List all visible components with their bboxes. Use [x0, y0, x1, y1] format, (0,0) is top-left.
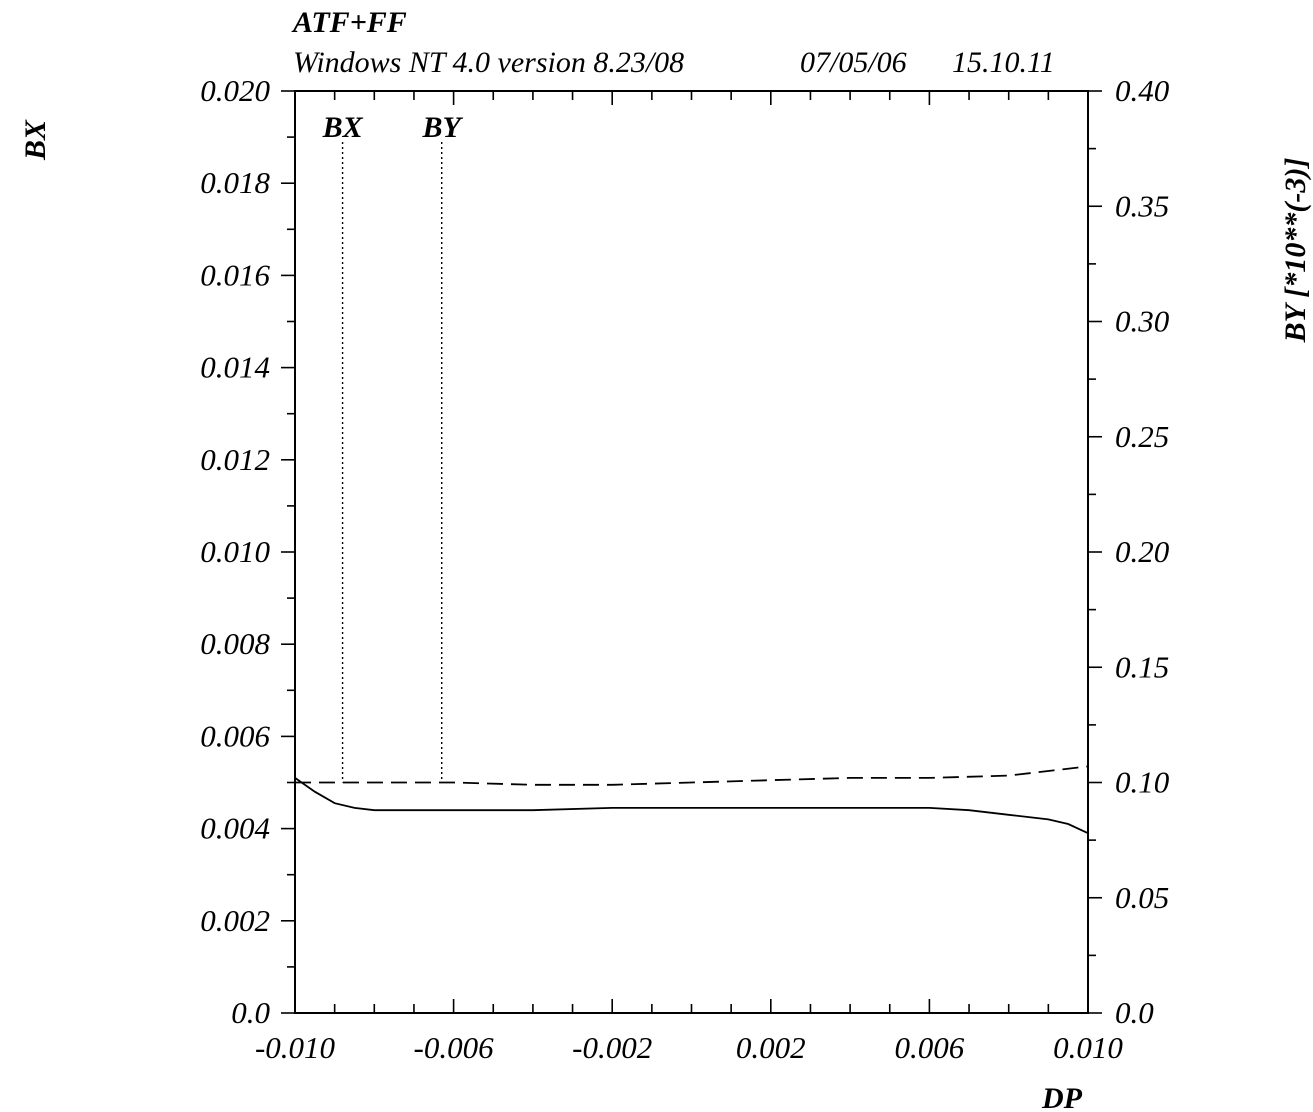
x-tick-label: 0.006	[895, 1030, 965, 1065]
marker-label-by: BY	[422, 111, 464, 144]
y-left-tick-label: 0.018	[200, 165, 270, 200]
y-left-tick-label: 0.012	[200, 442, 270, 477]
x-tick-label: -0.006	[414, 1030, 495, 1065]
y-right-tick-label: 0.25	[1115, 419, 1169, 454]
y-right-tick-label: 0.05	[1115, 880, 1169, 915]
chart-date: 07/05/06	[800, 46, 907, 79]
series-bx-line	[294, 777, 1089, 835]
y-left-tick-label: 0.020	[200, 73, 270, 108]
marker-lines: BX BY	[322, 111, 464, 783]
series-lines	[294, 765, 1089, 835]
chart-time: 15.10.11	[952, 46, 1055, 79]
y-right-tick-label: 0.15	[1115, 649, 1169, 684]
x-tick-label: 0.010	[1053, 1030, 1123, 1065]
x-tick-label: 0.002	[736, 1030, 806, 1065]
chart-title: ATF+FF	[291, 6, 407, 39]
y-left-tick-label: 0.0	[231, 995, 270, 1030]
y-left-tick-label: 0.010	[200, 534, 270, 569]
chart-subtitle: Windows NT 4.0 version 8.23/08	[293, 46, 684, 79]
y-left-tick-label: 0.004	[200, 811, 270, 846]
y-right-tick-label: 0.0	[1115, 995, 1154, 1030]
y-left-axis-label: BX	[19, 119, 52, 161]
x-tick-label: -0.002	[572, 1030, 652, 1065]
y-right-tick-label: 0.30	[1115, 304, 1170, 339]
y-left-tick-label: 0.008	[200, 626, 270, 661]
tick-labels: -0.010 -0.006 -0.002 0.002 0.006 0.0100.00.00…	[200, 73, 1170, 1065]
series-by-line	[295, 765, 1089, 786]
axis-ticks	[281, 90, 1102, 1014]
y-left-tick-label: 0.014	[200, 350, 270, 385]
y-left-tick-label: 0.016	[200, 257, 270, 292]
x-axis-label: DP	[1041, 1082, 1083, 1112]
y-right-tick-label: 0.40	[1115, 73, 1170, 108]
y-left-tick-label: 0.002	[200, 903, 270, 938]
x-tick-label: -0.010	[255, 1030, 336, 1065]
y-right-tick-label: 0.20	[1115, 534, 1170, 569]
y-right-tick-label: 0.35	[1115, 188, 1169, 223]
marker-label-bx: BX	[322, 111, 364, 144]
y-right-tick-label: 0.10	[1115, 765, 1170, 800]
plot-frame	[294, 90, 1089, 1014]
y-right-axis-label: BY [*10**(-3)]	[1279, 158, 1312, 344]
y-left-tick-label: 0.006	[200, 718, 270, 753]
